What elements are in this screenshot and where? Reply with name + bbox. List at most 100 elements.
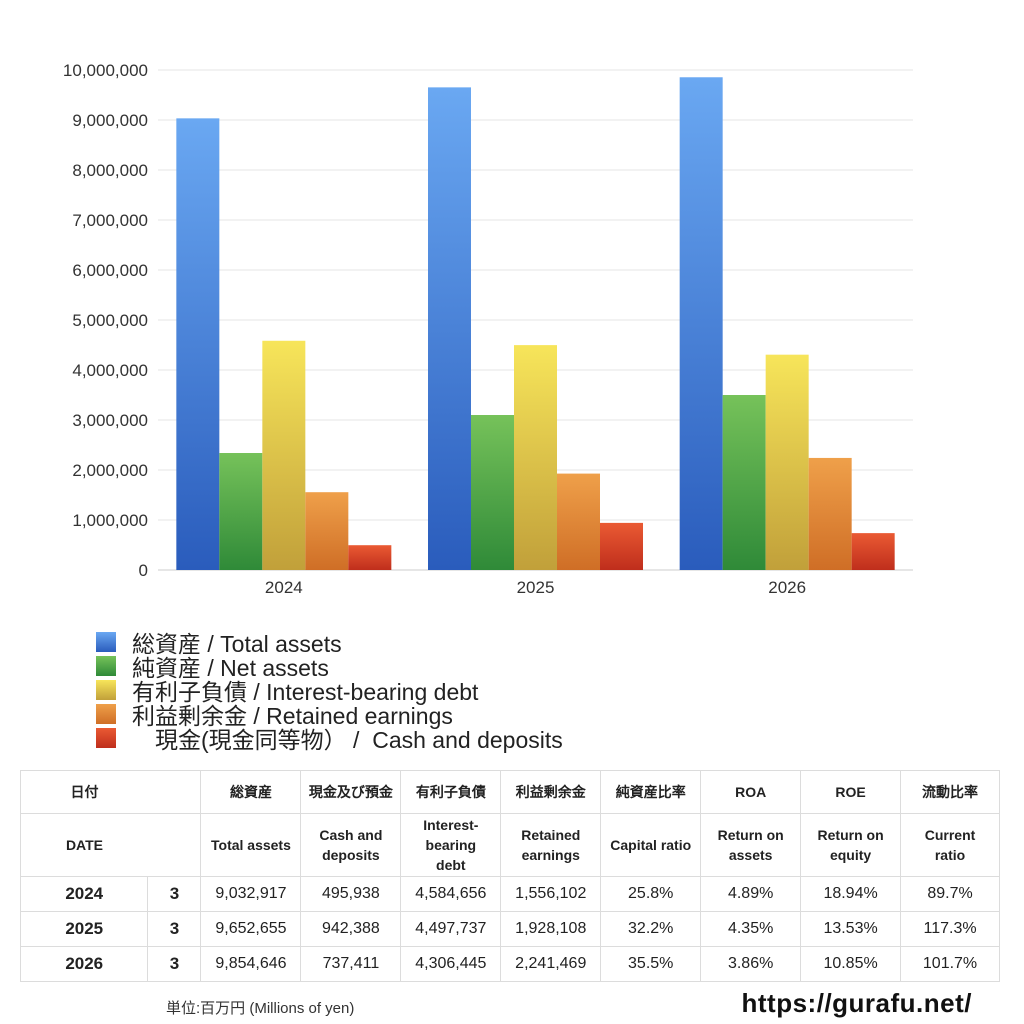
header-cash-ja: 現金及び預金: [300, 770, 402, 814]
cell-year: 2025: [19, 911, 149, 947]
y-axis: 0 1,000,000 2,000,000 3,000,000 4,000,000 5,0…: [63, 61, 148, 580]
cell-total-assets: 9,652,655: [200, 911, 302, 947]
header-current-ratio-ja: 流動比率: [900, 770, 1000, 814]
header-total-assets-en: Total assets: [200, 813, 302, 877]
cell-debt: 4,306,445: [400, 946, 502, 982]
cell-roa: 4.89%: [700, 876, 802, 912]
bar-chart: 0 1,000,000 2,000,000 3,000,000 4,000,000 5,0…: [63, 61, 913, 597]
y-tick-label: 2,000,000: [72, 461, 148, 480]
header-debt-en: Interest-bearing debt: [400, 813, 502, 877]
bar: [428, 87, 471, 570]
header-date-ja: 日付: [19, 770, 148, 814]
legend-swatch: [96, 704, 116, 724]
header-date-en: DATE: [19, 813, 148, 877]
cell-debt: 4,497,737: [400, 911, 502, 947]
cell-current-ratio: 117.3%: [900, 911, 1000, 947]
header-debt-ja: 有利子負債: [400, 770, 502, 814]
cell-roe: 10.85%: [800, 946, 902, 982]
cell-capital-ratio: 35.5%: [600, 946, 702, 982]
bar: [471, 415, 514, 570]
y-tick-label: 4,000,000: [72, 361, 148, 380]
header-capital-ratio-ja: 純資産比率: [600, 770, 702, 814]
y-tick-label: 7,000,000: [72, 211, 148, 230]
legend-item-cash-and-deposits: 現金(現金同等物） / Cash and deposits: [96, 726, 563, 753]
chart-legend: 総資産 / Total assets 純資産 / Net assets 有利子負…: [96, 630, 563, 753]
bar: [514, 345, 557, 570]
header-roe-ja: ROE: [800, 770, 902, 814]
cell-retained: 1,928,108: [500, 911, 602, 947]
header-month-en: [147, 813, 202, 877]
header-total-assets-ja: 総資産: [200, 770, 302, 814]
bar: [722, 395, 766, 570]
cell-capital-ratio: 32.2%: [600, 911, 702, 947]
table-row: 2024 3 9,032,917 495,938 4,584,656 1,556…: [19, 876, 1000, 912]
header-current-ratio-en: Current ratio: [900, 813, 1000, 877]
header-roe-en: Return on equity: [800, 813, 902, 877]
cell-retained: 1,556,102: [500, 876, 602, 912]
y-tick-label: 8,000,000: [72, 161, 148, 180]
x-tick-label: 2024: [265, 578, 303, 597]
cell-cash: 737,411: [300, 946, 402, 982]
cell-current-ratio: 89.7%: [900, 876, 1000, 912]
y-tick-label: 0: [139, 561, 148, 580]
cell-current-ratio: 101.7%: [900, 946, 1000, 982]
table-row: 2025 3 9,652,655 942,388 4,497,737 1,928…: [19, 911, 1000, 947]
cell-year: 2026: [19, 946, 149, 982]
x-tick-label: 2025: [517, 578, 555, 597]
y-tick-label: 1,000,000: [72, 511, 148, 530]
legend-item-net-assets: 純資産 / Net assets: [96, 654, 563, 681]
bar: [808, 457, 852, 570]
bar: [219, 453, 263, 570]
legend-item-total-assets: 総資産 / Total assets: [96, 630, 563, 657]
cell-roe: 13.53%: [800, 911, 902, 947]
table-header-row-en: DATE Total assets Cash and deposits Inte…: [19, 813, 1000, 877]
bar: [262, 340, 306, 570]
bar: [176, 118, 220, 570]
site-url: https://gurafu.net/: [741, 988, 972, 1018]
cell-roe: 18.94%: [800, 876, 902, 912]
header-retained-en: Retained earnings: [500, 813, 602, 877]
financial-data-table: 日付 総資産 現金及び預金 有利子負債 利益剰余金 純資産比率 ROA ROE …: [19, 770, 1000, 982]
cell-roa: 3.86%: [700, 946, 802, 982]
header-retained-ja: 利益剰余金: [500, 770, 602, 814]
legend-label: 総資産 / Total assets: [132, 631, 342, 657]
cell-month: 3: [147, 876, 202, 912]
cell-year: 2024: [19, 876, 149, 912]
header-capital-ratio-en: Capital ratio: [600, 813, 702, 877]
legend-swatch: [96, 656, 116, 676]
legend-swatch: [96, 728, 116, 748]
legend-label: 有利子負債 / Interest-bearing debt: [132, 679, 479, 705]
header-cash-en: Cash and deposits: [300, 813, 402, 877]
x-tick-label: 2026: [768, 578, 806, 597]
cell-debt: 4,584,656: [400, 876, 502, 912]
legend-label: 純資産 / Net assets: [132, 655, 329, 681]
chart-bars: [176, 77, 895, 570]
table-header-row-ja: 日付 総資産 現金及び預金 有利子負債 利益剰余金 純資産比率 ROA ROE …: [19, 770, 1000, 814]
header-roa-ja: ROA: [700, 770, 802, 814]
cell-total-assets: 9,032,917: [200, 876, 302, 912]
legend-label: 利益剰余金 / Retained earnings: [132, 703, 453, 729]
y-tick-label: 3,000,000: [72, 411, 148, 430]
legend-item-interest-bearing-debt: 有利子負債 / Interest-bearing debt: [96, 678, 563, 705]
cell-capital-ratio: 25.8%: [600, 876, 702, 912]
y-tick-label: 6,000,000: [72, 261, 148, 280]
bar: [600, 522, 643, 570]
header-roa-en: Return on assets: [700, 813, 802, 877]
bar: [557, 473, 600, 570]
legend-swatch: [96, 680, 116, 700]
cell-cash: 942,388: [300, 911, 402, 947]
cell-month: 3: [147, 946, 202, 982]
bar: [305, 492, 349, 570]
y-tick-label: 9,000,000: [72, 111, 148, 130]
header-month-ja: [147, 770, 202, 814]
cell-month: 3: [147, 911, 202, 947]
y-tick-label: 10,000,000: [63, 61, 148, 80]
bar: [765, 354, 809, 570]
unit-note: 単位:百万円 (Millions of yen): [166, 1000, 355, 1017]
y-tick-label: 5,000,000: [72, 311, 148, 330]
bar: [348, 545, 392, 570]
x-axis: 2024 2025 2026: [265, 578, 806, 597]
table-row: 2026 3 9,854,646 737,411 4,306,445 2,241…: [19, 946, 1000, 982]
bar: [851, 533, 895, 570]
bar: [679, 77, 723, 570]
